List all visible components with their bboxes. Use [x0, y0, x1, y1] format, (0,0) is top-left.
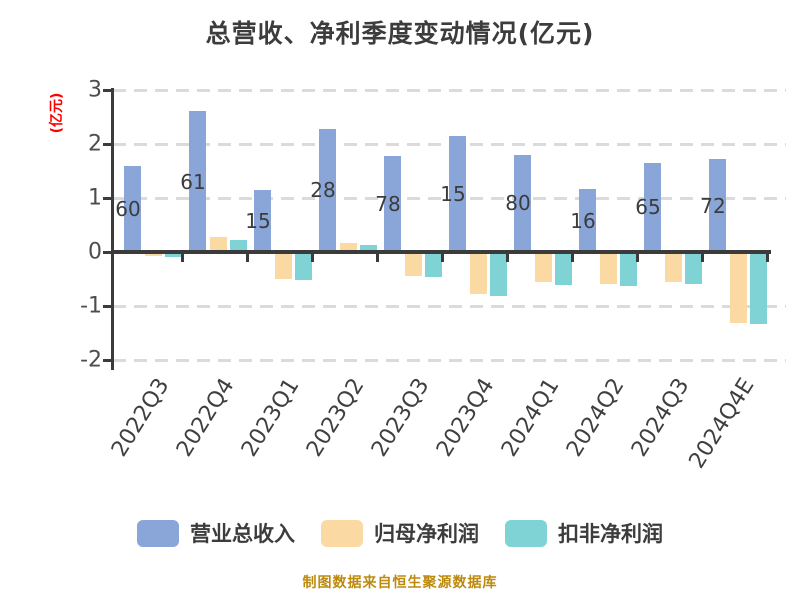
gridline--2 [113, 359, 786, 362]
legend-item-net-profit: 归母净利润 [321, 518, 479, 548]
bar-revenue-2023Q4 [449, 135, 466, 252]
legend-swatch-net-profit [321, 519, 363, 547]
bar-net-profit-2024Q3 [665, 252, 682, 282]
bar-non-gaap-profit-2024Q3 [685, 252, 702, 284]
bar-non-gaap-profit-2023Q1 [295, 252, 312, 280]
x-tick-8 [636, 252, 639, 262]
chart-title: 总营收、净利季度变动情况(亿元) [205, 19, 595, 48]
y-tick-0 [103, 251, 113, 254]
y-tick-3 [103, 89, 113, 92]
bar-non-gaap-profit-2024Q1 [555, 252, 572, 286]
bar-value-label-2024Q3: 65 [635, 195, 661, 220]
x-label-2024Q2: 2024Q2 [562, 374, 630, 462]
x-tick-10 [766, 252, 769, 262]
legend-item-revenue: 营业总收入 [137, 518, 295, 548]
x-tick-9 [701, 252, 704, 262]
bar-non-gaap-profit-2022Q3 [165, 252, 182, 258]
x-label-2022Q3: 2022Q3 [107, 374, 175, 462]
x-tick-7 [571, 252, 574, 262]
legend-swatch-non-gaap-profit [505, 519, 547, 547]
x-tick-3 [311, 252, 314, 262]
bar-net-profit-2023Q3 [405, 252, 422, 277]
bar-revenue-2023Q2 [319, 128, 336, 252]
x-tick-6 [506, 252, 509, 262]
bar-value-label-2024Q4E: 72 [700, 193, 726, 218]
legend-label-net-profit: 归母净利润 [374, 522, 479, 546]
y-tick-label-1: 1 [88, 185, 102, 211]
x-label-2024Q3: 2024Q3 [627, 374, 695, 462]
bar-value-label-2023Q4: 15 [440, 181, 466, 206]
bar-non-gaap-profit-2023Q4 [490, 252, 507, 297]
y-tick-label-2: 2 [88, 131, 102, 157]
bar-revenue-2023Q3 [384, 155, 401, 252]
bar-revenue-2024Q2 [579, 189, 596, 252]
bar-revenue-2022Q4 [189, 111, 206, 252]
bar-net-profit-2023Q4 [470, 252, 487, 295]
y-tick-label-3: 3 [88, 77, 102, 103]
bar-value-label-2024Q1: 80 [505, 191, 531, 216]
gridline--1 [113, 305, 786, 308]
x-label-2023Q1: 2023Q1 [237, 374, 305, 462]
y-tick-label-0: 0 [88, 239, 102, 265]
x-label-2024Q4E: 2024Q4E [684, 374, 760, 474]
bar-non-gaap-profit-2024Q2 [620, 252, 637, 287]
y-tick-2 [103, 143, 113, 146]
x-tick-2 [246, 252, 249, 262]
x-label-2024Q1: 2024Q1 [497, 374, 565, 462]
bar-non-gaap-profit-2023Q3 [425, 252, 442, 277]
bar-net-profit-2024Q4E [730, 252, 747, 323]
bar-non-gaap-profit-2024Q4E [750, 252, 767, 324]
bar-non-gaap-profit-2022Q4 [230, 240, 247, 252]
bar-revenue-2024Q4E [709, 159, 726, 252]
y-axis-line [111, 88, 114, 370]
x-label-2022Q4: 2022Q4 [172, 374, 240, 462]
bar-net-profit-2024Q1 [535, 252, 552, 282]
bar-value-label-2023Q2: 28 [310, 178, 336, 203]
bar-value-label-2022Q3: 60 [115, 196, 141, 221]
bar-net-profit-2023Q2 [340, 242, 357, 252]
data-source-note: 制图数据来自恒生聚源数据库 [302, 575, 498, 591]
y-tick-label--1: -1 [80, 293, 102, 319]
legend-swatch-revenue [137, 519, 179, 547]
bar-value-label-2022Q4: 61 [180, 169, 206, 194]
bar-net-profit-2022Q3 [145, 252, 162, 257]
legend: 营业总收入 归母净利润 扣非净利润 [0, 518, 800, 548]
y-tick-label--2: -2 [80, 347, 102, 373]
legend-label-non-gaap-profit: 扣非净利润 [558, 522, 663, 546]
x-label-2023Q4: 2023Q4 [432, 374, 500, 462]
x-axis-line [113, 250, 771, 254]
x-label-2023Q3: 2023Q3 [367, 374, 435, 462]
x-tick-4 [376, 252, 379, 262]
legend-label-revenue: 营业总收入 [190, 522, 295, 546]
x-tick-5 [441, 252, 444, 262]
bar-net-profit-2022Q4 [210, 236, 227, 252]
y-tick--2 [103, 359, 113, 362]
y-tick-1 [103, 197, 113, 200]
y-tick--1 [103, 305, 113, 308]
bar-value-label-2023Q3: 78 [375, 191, 401, 216]
bar-value-label-2023Q1: 15 [245, 208, 271, 233]
bar-net-profit-2023Q1 [275, 252, 292, 279]
bar-revenue-2024Q1 [514, 154, 531, 252]
bar-revenue-2022Q3 [124, 165, 141, 252]
bar-revenue-2024Q3 [644, 162, 661, 252]
bar-net-profit-2024Q2 [600, 252, 617, 284]
x-label-2023Q2: 2023Q2 [302, 374, 370, 462]
gridline-3 [113, 89, 786, 92]
bar-value-label-2024Q2: 16 [570, 208, 596, 233]
bar-non-gaap-profit-2023Q2 [360, 244, 377, 252]
bar-revenue-2023Q1 [254, 189, 271, 252]
x-tick-1 [181, 252, 184, 262]
legend-item-non-gaap-profit: 扣非净利润 [505, 518, 663, 548]
